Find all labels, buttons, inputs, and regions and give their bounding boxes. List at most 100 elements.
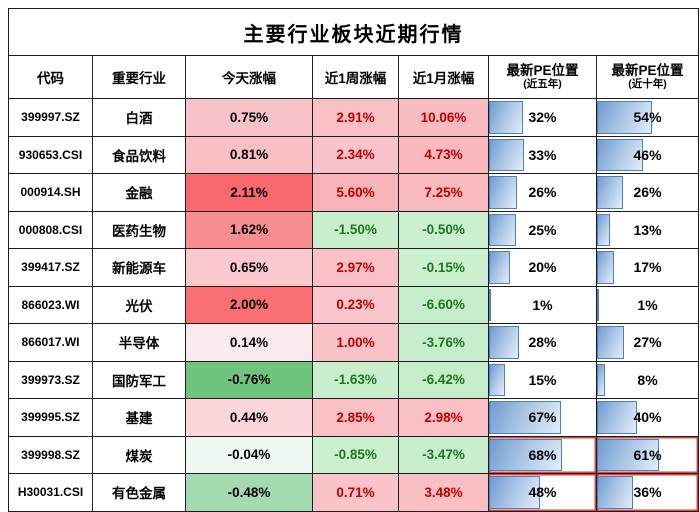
table-row: 866023.WI 光伏 2.00% 0.23% -6.60% 1% 1%	[8, 285, 700, 324]
pe5-cell: 33%	[488, 135, 597, 174]
pe10-header-sub: (近十年)	[628, 78, 667, 91]
pe10-cell: 13%	[595, 210, 700, 249]
code-cell: 866017.WI	[8, 323, 93, 362]
code-cell: 399417.SZ	[8, 248, 93, 287]
pe-value: 54%	[633, 109, 662, 126]
industry-cell: 新能源车	[92, 248, 186, 287]
industry-cell: 金融	[92, 173, 186, 212]
pe10-cell-highlighted: 36%	[595, 473, 700, 512]
pe-data-bar	[597, 251, 615, 284]
industry-cell: 光伏	[92, 285, 186, 324]
table-row: 399995.SZ 基建 0.44% 2.85% 2.98% 67% 40%	[8, 398, 700, 437]
pe-value: 28%	[528, 334, 557, 351]
pe5-cell: 26%	[488, 173, 597, 212]
code-cell: H30031.CSI	[8, 473, 93, 512]
pe-value: 25%	[528, 221, 557, 238]
today-change-cell: 0.75%	[185, 98, 313, 137]
week-change-cell: 0.71%	[312, 473, 399, 512]
today-change-cell: 0.81%	[185, 135, 313, 174]
code-cell: 930653.CSI	[8, 135, 93, 174]
pe10-cell: 26%	[595, 173, 700, 212]
today-change-cell: -0.76%	[185, 360, 313, 399]
pe-value: 32%	[528, 109, 557, 126]
today-change-cell: 2.11%	[185, 173, 313, 212]
pe10-cell-highlighted: 61%	[595, 435, 700, 474]
pe-value: 1%	[532, 296, 553, 313]
code-cell: 399973.SZ	[8, 360, 93, 399]
pe10-cell: 40%	[595, 398, 700, 437]
industry-cell: 基建	[92, 398, 186, 437]
industry-cell: 有色金属	[92, 473, 186, 512]
pe-value: 48%	[528, 484, 557, 501]
pe-data-bar	[597, 438, 659, 471]
table-row: 866017.WI 半导体 0.14% 1.00% -3.76% 28% 27%	[8, 323, 700, 362]
week-change-cell: 2.91%	[312, 98, 399, 137]
pe5-cell-highlighted: 68%	[488, 435, 597, 474]
pe-data-bar	[597, 213, 611, 246]
pe-data-bar	[489, 213, 516, 246]
today-change-cell: 0.65%	[185, 248, 313, 287]
pe10-cell: 27%	[595, 323, 700, 362]
title-row: 主要行业板块近期行情	[7, 8, 700, 56]
sector-performance-table: 主要行业板块近期行情 代码 重要行业 今天涨幅 近1周涨幅 近1月涨幅 最新PE…	[7, 8, 700, 512]
pe5-cell: 67%	[488, 398, 597, 437]
table-row: 399417.SZ 新能源车 0.65% 2.97% -0.15% 20% 17…	[8, 248, 700, 287]
month-change-cell: -3.47%	[398, 435, 489, 474]
month-change-cell: -0.15%	[398, 248, 489, 287]
today-change-cell: -0.04%	[185, 435, 313, 474]
col-header-week: 近1周涨幅	[312, 55, 399, 99]
week-change-cell: 2.34%	[312, 135, 399, 174]
month-change-cell: 3.48%	[398, 473, 489, 512]
col-header-code: 代码	[8, 55, 93, 99]
pe-value: 61%	[633, 446, 662, 463]
month-change-cell: 4.73%	[398, 135, 489, 174]
pe-data-bar	[597, 101, 652, 134]
table-row: 000808.CSI 医药生物 1.62% -1.50% -0.50% 25% …	[8, 210, 700, 249]
month-change-cell: 7.25%	[398, 173, 489, 212]
pe5-cell: 25%	[488, 210, 597, 249]
pe-data-bar	[489, 138, 525, 171]
week-change-cell: -0.85%	[312, 435, 399, 474]
code-cell: 399995.SZ	[8, 398, 93, 437]
code-cell: 399997.SZ	[8, 98, 93, 137]
industry-cell: 半导体	[92, 323, 186, 362]
pe-data-bar	[489, 438, 562, 471]
week-change-cell: 2.85%	[312, 398, 399, 437]
pe-value: 33%	[528, 146, 557, 163]
today-change-cell: 1.62%	[185, 210, 313, 249]
pe10-cell: 1%	[595, 285, 700, 324]
pe10-cell: 54%	[595, 98, 700, 137]
pe-value: 20%	[528, 259, 557, 276]
pe-value: 8%	[637, 371, 658, 388]
table-row: 399997.SZ 白酒 0.75% 2.91% 10.06% 32% 54%	[8, 98, 700, 137]
pe-value: 27%	[633, 334, 662, 351]
col-header-today: 今天涨幅	[185, 55, 313, 99]
today-change-cell: 0.44%	[185, 398, 313, 437]
week-change-cell: -1.63%	[312, 360, 399, 399]
pe-data-bar	[597, 176, 624, 209]
header-row: 代码 重要行业 今天涨幅 近1周涨幅 近1月涨幅 最新PE位置 (近五年) 最新…	[8, 55, 700, 99]
week-change-cell: -1.50%	[312, 210, 399, 249]
pe-value: 46%	[633, 146, 662, 163]
table-row: 399998.SZ 煤炭 -0.04% -0.85% -3.47% 68% 61…	[8, 435, 700, 474]
pe5-cell: 32%	[488, 98, 597, 137]
pe10-cell: 8%	[595, 360, 700, 399]
code-cell: 399998.SZ	[8, 435, 93, 474]
pe-value: 40%	[633, 409, 662, 426]
pe-data-bar	[489, 101, 524, 134]
month-change-cell: -3.76%	[398, 323, 489, 362]
month-change-cell: -0.50%	[398, 210, 489, 249]
pe-value: 17%	[633, 259, 662, 276]
pe-data-bar	[489, 401, 561, 434]
pe10-header-main: 最新PE位置	[611, 63, 684, 79]
pe5-cell: 20%	[488, 248, 597, 287]
pe-data-bar	[489, 176, 517, 209]
col-header-industry: 重要行业	[92, 55, 186, 99]
industry-cell: 国防军工	[92, 360, 186, 399]
pe5-header-main: 最新PE位置	[506, 63, 579, 79]
week-change-cell: 2.97%	[312, 248, 399, 287]
pe-value: 13%	[633, 221, 662, 238]
pe-data-bar	[597, 138, 644, 171]
month-change-cell: -6.42%	[398, 360, 489, 399]
